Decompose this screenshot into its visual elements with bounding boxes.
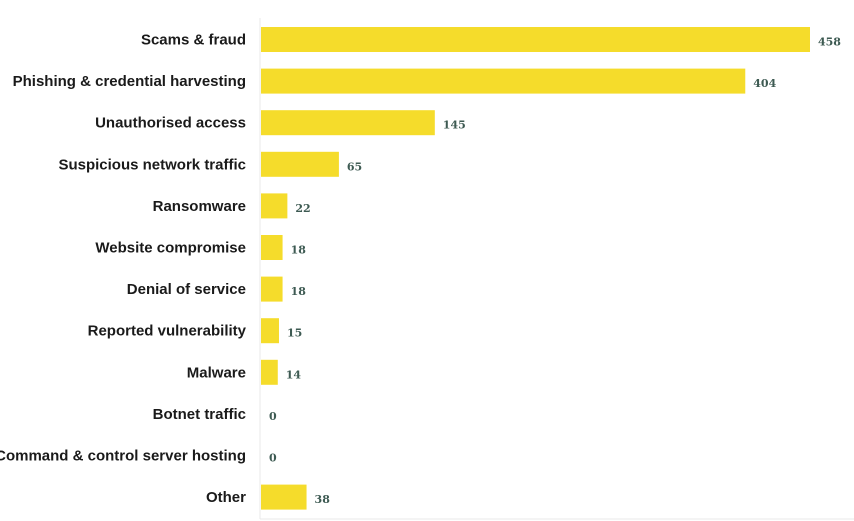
category-label: Malware xyxy=(187,364,246,381)
bar xyxy=(261,68,746,94)
category-label: Other xyxy=(206,489,246,506)
value-label: 0 xyxy=(269,452,277,465)
bar xyxy=(261,359,278,385)
category-label: Reported vulnerability xyxy=(88,323,247,340)
bar xyxy=(261,110,435,136)
value-label: 18 xyxy=(291,285,307,298)
category-label: Command & control server hosting xyxy=(0,448,246,465)
value-label: 15 xyxy=(287,327,302,340)
value-label: 38 xyxy=(315,493,331,506)
bar xyxy=(261,193,288,219)
bar xyxy=(261,27,810,52)
category-label: Botnet traffic xyxy=(153,406,246,423)
value-label: 22 xyxy=(295,202,310,215)
bar xyxy=(261,151,339,177)
value-label: 14 xyxy=(286,368,302,381)
category-label: Website compromise xyxy=(95,240,246,257)
value-labels: 458 404 145 65 22 18 18 15 14 0 0 38 xyxy=(269,36,841,507)
value-label: 145 xyxy=(443,119,466,132)
bar xyxy=(261,235,283,260)
bars-layer xyxy=(261,27,810,510)
category-label: Scams & fraud xyxy=(141,32,246,49)
value-label: 458 xyxy=(818,36,841,49)
category-labels: Scams & fraud Phishing & credential harve… xyxy=(0,32,247,507)
value-label: 65 xyxy=(347,160,362,173)
category-label: Phishing & credential harvesting xyxy=(13,73,246,90)
bar xyxy=(261,276,283,302)
category-label: Denial of service xyxy=(127,281,246,298)
bar xyxy=(261,484,307,510)
bar xyxy=(261,318,279,344)
value-label: 18 xyxy=(291,244,307,257)
value-label: 0 xyxy=(269,410,277,423)
category-label: Ransomware xyxy=(153,198,246,215)
value-label: 404 xyxy=(753,77,776,90)
category-label: Suspicious network traffic xyxy=(58,156,246,173)
category-label: Unauthorised access xyxy=(95,115,246,132)
